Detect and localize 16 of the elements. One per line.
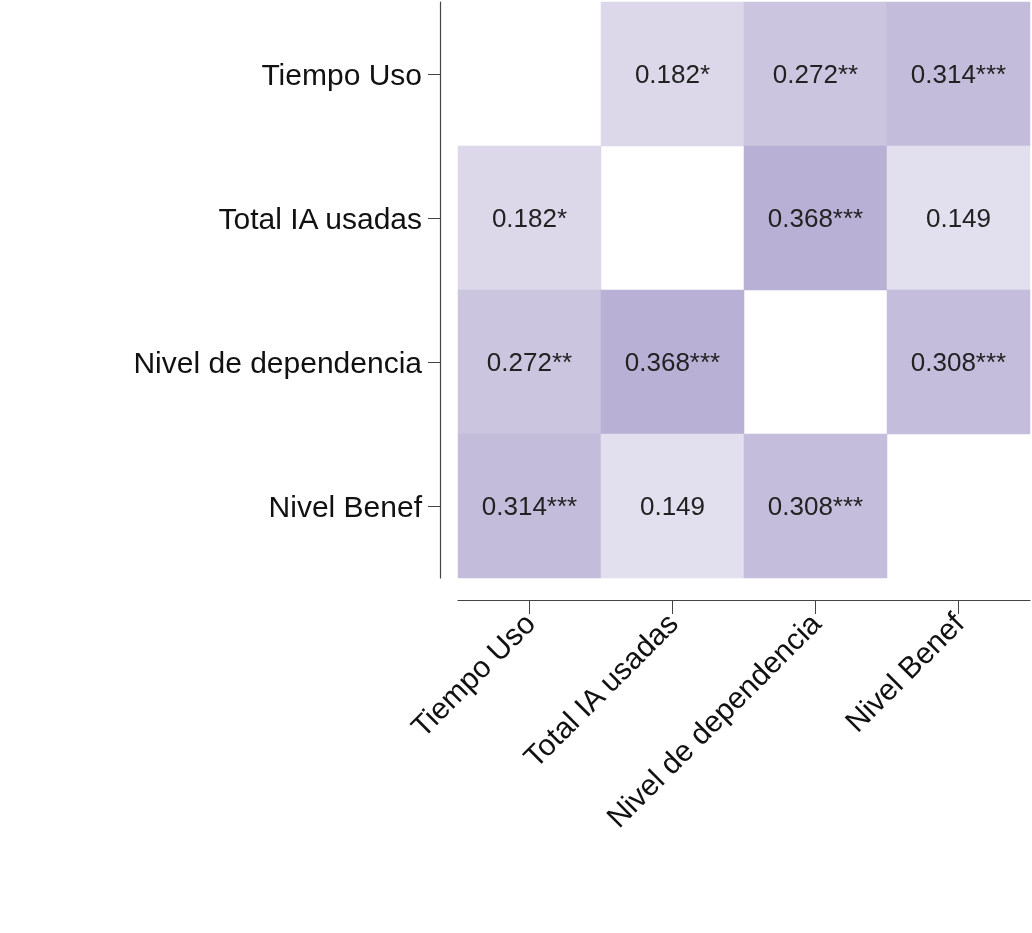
y-tick-label: Tiempo Uso xyxy=(261,57,422,91)
data-label: 0.308*** xyxy=(767,491,864,521)
data-label: 0.149 xyxy=(639,491,706,521)
y-tick-label: Nivel de dependencia xyxy=(133,345,423,379)
data-label: 0.182* xyxy=(634,59,711,89)
data-label: 0.149 xyxy=(925,203,992,233)
data-label: 0.182* xyxy=(491,203,568,233)
data-label: 0.314*** xyxy=(910,59,1007,89)
y-tick-label: Nivel Benef xyxy=(268,489,423,523)
data-label: 0.314*** xyxy=(481,491,578,521)
data-label: 0.272** xyxy=(486,347,573,377)
data-label: 0.308*** xyxy=(910,347,1007,377)
y-tick-label: Total IA usadas xyxy=(218,201,422,235)
data-label: 0.368*** xyxy=(767,203,864,233)
data-label: 0.272** xyxy=(772,59,859,89)
data-label: 0.368*** xyxy=(624,347,721,377)
